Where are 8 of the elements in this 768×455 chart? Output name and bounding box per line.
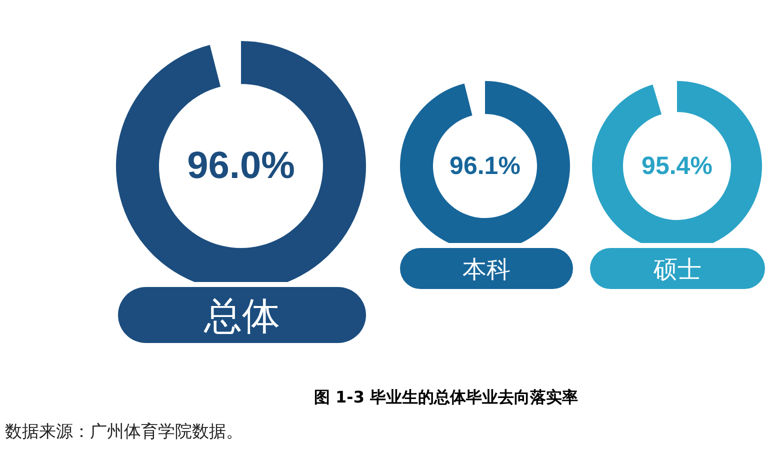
data-label: 96.1% [450,152,520,180]
data-label: 95.4% [642,152,712,180]
data-label: 96.0% [187,145,295,187]
source-note: 数据来源：广州体育学院数据。 [5,422,243,442]
text: 本科 [462,256,510,284]
text: 图 1-3 毕业生的总体毕业去向落实率 [314,388,578,406]
text: 总体 [203,294,280,338]
text: 硕士 [652,256,702,284]
